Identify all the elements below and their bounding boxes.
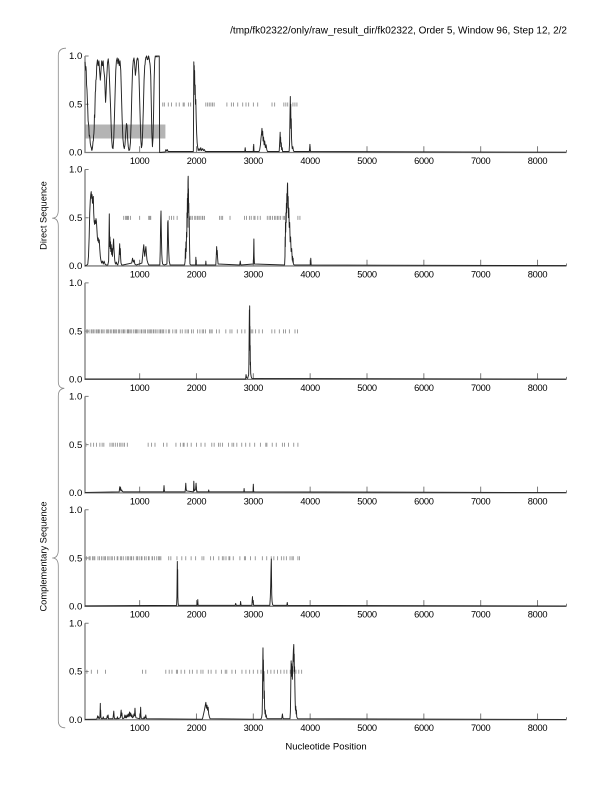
svg-text:5000: 5000: [357, 383, 377, 393]
svg-text:Complementary Sequence: Complementary Sequence: [39, 501, 49, 611]
svg-text:2000: 2000: [187, 496, 207, 506]
svg-text:Direct Sequence: Direct Sequence: [39, 181, 49, 250]
svg-text:1.0: 1.0: [69, 618, 82, 629]
svg-text:2000: 2000: [187, 156, 207, 166]
svg-text:8000: 8000: [528, 723, 548, 733]
svg-text:Nucleotide Position: Nucleotide Position: [285, 741, 366, 752]
svg-text:2000: 2000: [187, 383, 207, 393]
svg-text:6000: 6000: [414, 723, 434, 733]
svg-text:1000: 1000: [130, 723, 150, 733]
svg-text:/tmp/fk02322/only/raw_result_d: /tmp/fk02322/only/raw_result_dir/fk02322…: [230, 26, 567, 37]
svg-text:1.0: 1.0: [69, 51, 82, 62]
svg-text:5000: 5000: [357, 610, 377, 620]
svg-text:1000: 1000: [130, 269, 150, 279]
svg-text:1000: 1000: [130, 496, 150, 506]
svg-text:0.0: 0.0: [69, 715, 82, 726]
svg-text:4000: 4000: [300, 723, 320, 733]
svg-text:7000: 7000: [471, 723, 491, 733]
svg-text:1000: 1000: [130, 610, 150, 620]
svg-text:5000: 5000: [357, 723, 377, 733]
svg-text:7000: 7000: [471, 383, 491, 393]
svg-text:6000: 6000: [414, 610, 434, 620]
svg-text:7000: 7000: [471, 269, 491, 279]
svg-text:0.0: 0.0: [69, 261, 82, 272]
svg-text:8000: 8000: [528, 383, 548, 393]
svg-text:1.0: 1.0: [69, 505, 82, 516]
svg-text:4000: 4000: [300, 610, 320, 620]
svg-text:1.0: 1.0: [69, 278, 82, 289]
svg-text:5000: 5000: [357, 496, 377, 506]
svg-text:1000: 1000: [130, 383, 150, 393]
svg-text:6000: 6000: [414, 496, 434, 506]
svg-text:3000: 3000: [244, 496, 264, 506]
svg-text:3000: 3000: [244, 269, 264, 279]
svg-text:8000: 8000: [528, 496, 548, 506]
svg-text:3000: 3000: [244, 723, 264, 733]
svg-text:7000: 7000: [471, 156, 491, 166]
svg-text:2000: 2000: [187, 723, 207, 733]
svg-text:8000: 8000: [528, 269, 548, 279]
svg-text:5000: 5000: [357, 269, 377, 279]
svg-text:0.0: 0.0: [69, 602, 82, 613]
svg-text:0.5: 0.5: [69, 99, 82, 110]
svg-text:2000: 2000: [187, 269, 207, 279]
svg-text:2000: 2000: [187, 610, 207, 620]
svg-text:3000: 3000: [244, 610, 264, 620]
svg-text:8000: 8000: [528, 610, 548, 620]
svg-text:4000: 4000: [300, 269, 320, 279]
svg-text:8000: 8000: [528, 156, 548, 166]
svg-text:4000: 4000: [300, 156, 320, 166]
svg-text:1.0: 1.0: [69, 165, 82, 176]
svg-text:0.0: 0.0: [69, 375, 82, 386]
svg-text:0.5: 0.5: [69, 440, 82, 451]
svg-text:7000: 7000: [471, 496, 491, 506]
svg-text:7000: 7000: [471, 610, 491, 620]
svg-text:3000: 3000: [244, 156, 264, 166]
svg-text:0.5: 0.5: [69, 553, 82, 564]
svg-text:4000: 4000: [300, 496, 320, 506]
svg-text:4000: 4000: [300, 383, 320, 393]
svg-text:6000: 6000: [414, 269, 434, 279]
svg-text:6000: 6000: [414, 383, 434, 393]
svg-text:0.5: 0.5: [69, 326, 82, 337]
svg-text:0.5: 0.5: [69, 667, 82, 678]
svg-text:6000: 6000: [414, 156, 434, 166]
svg-text:1000: 1000: [130, 156, 150, 166]
svg-text:0.0: 0.0: [69, 488, 82, 499]
svg-text:0.5: 0.5: [69, 213, 82, 224]
svg-text:0.0: 0.0: [69, 148, 82, 159]
svg-text:5000: 5000: [357, 156, 377, 166]
svg-text:1.0: 1.0: [69, 392, 82, 403]
svg-text:3000: 3000: [244, 383, 264, 393]
